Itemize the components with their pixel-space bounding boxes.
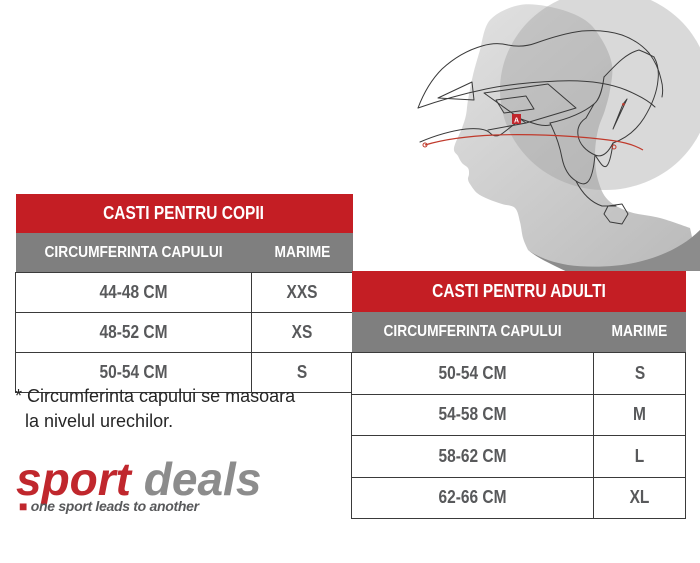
svg-text:A: A [514, 117, 519, 124]
